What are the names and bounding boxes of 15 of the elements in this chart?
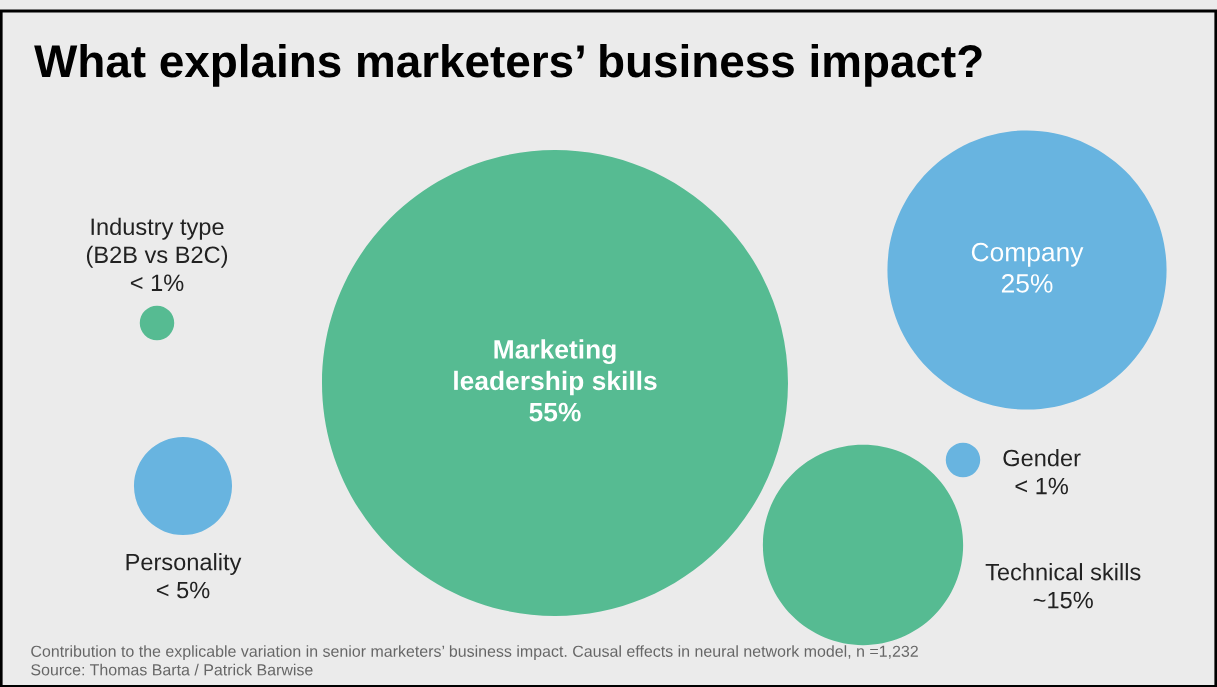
text: What explains marketers’ business impact?: [34, 43, 982, 87]
data-label: 25%: [1001, 274, 1053, 293]
data-label: < 1%: [1015, 477, 1068, 495]
category-label: Company: [971, 242, 1084, 267]
source-note: Source: Thomas Barta / Patrick Barwise: [31, 663, 313, 676]
data-label: < 1%: [130, 274, 184, 292]
data-label: 55%: [529, 402, 581, 422]
data-label: ~15%: [1033, 591, 1093, 609]
data-label: < 5%: [156, 581, 210, 599]
text: Contribution to the explicable variation in senior marketers’ business impact. Causal effects in neural network model, n =1,232: [31, 645, 918, 661]
category-label: Gender: [1003, 449, 1081, 467]
category-label: Marketing leadership skills: [454, 339, 657, 396]
category-label: Industry type (B2B vs B2C): [86, 217, 228, 268]
category-label: Personality: [126, 553, 242, 576]
category-label: Technical skills: [985, 563, 1141, 581]
